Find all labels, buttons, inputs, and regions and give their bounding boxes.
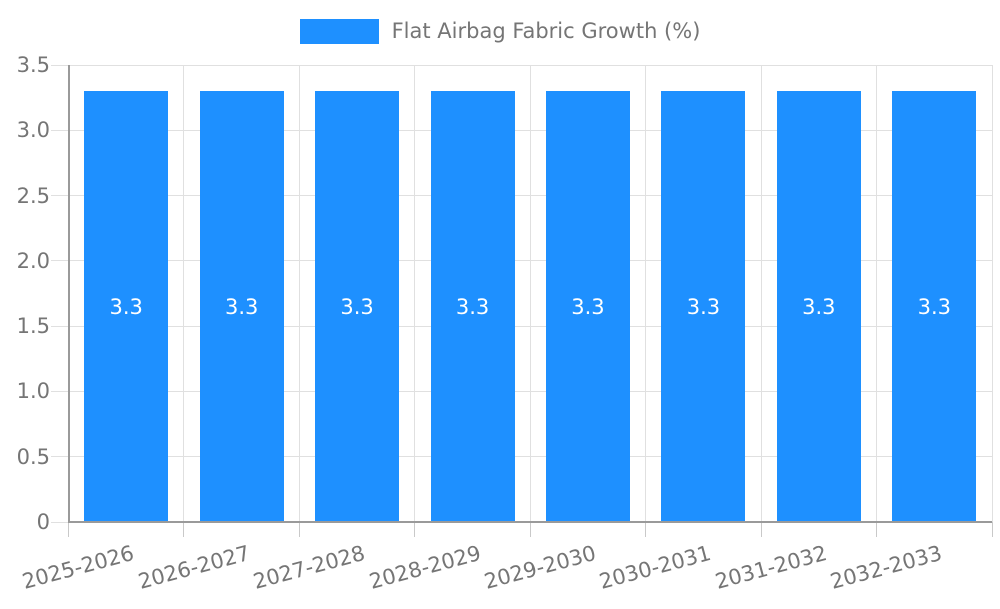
x-tick (760, 522, 762, 537)
x-gridline (298, 65, 300, 522)
bar[interactable] (661, 91, 746, 521)
bar[interactable] (315, 91, 400, 521)
legend-item[interactable]: Flat Airbag Fabric Growth (%) (0, 17, 1000, 45)
y-tick-label: 3.0 (16, 118, 50, 143)
y-tick-label: 1.0 (16, 379, 50, 404)
x-tick (529, 522, 531, 537)
x-tick (183, 522, 185, 537)
x-gridline (876, 65, 878, 522)
bar[interactable] (776, 91, 861, 521)
y-gridline (51, 64, 992, 66)
y-axis-line (67, 65, 70, 522)
bar-value-label: 3.3 (224, 294, 259, 319)
x-tick (645, 522, 647, 537)
y-tick-label: 0.5 (16, 444, 50, 469)
bar-value-label: 3.3 (686, 294, 721, 319)
bar-value-label: 3.3 (571, 294, 605, 319)
bar-value-label: 3.3 (340, 294, 374, 319)
x-gridline (183, 65, 185, 522)
y-tick-label: 2.0 (16, 248, 50, 273)
y-gridline (51, 260, 992, 262)
legend-swatch (299, 18, 379, 44)
bar-value-label: 3.3 (917, 294, 951, 319)
bar[interactable] (892, 91, 977, 521)
x-tick (876, 522, 878, 537)
x-axis-line (67, 521, 992, 523)
x-gridline (991, 65, 993, 522)
x-tick (414, 522, 416, 537)
y-gridline (51, 390, 992, 392)
bar[interactable] (545, 91, 630, 521)
bar-value-label: 3.3 (802, 294, 836, 319)
y-gridline (51, 325, 992, 327)
y-gridline (51, 129, 992, 131)
x-tick (991, 522, 993, 537)
y-tick (51, 521, 69, 523)
x-tick (298, 522, 300, 537)
x-gridline (414, 65, 416, 522)
y-tick-label: 0 (36, 510, 50, 534)
bar[interactable] (84, 91, 169, 521)
x-tick (68, 522, 69, 537)
y-gridline (51, 456, 992, 458)
bar[interactable] (430, 91, 515, 521)
y-gridline (51, 195, 992, 197)
bar-value-label: 3.3 (109, 294, 143, 319)
x-gridline (645, 65, 647, 522)
bar[interactable] (199, 91, 284, 521)
bar-value-label: 3.3 (455, 294, 490, 319)
y-tick-label: 3.5 (16, 53, 50, 77)
y-tick-label: 2.5 (16, 183, 50, 208)
legend-label: Flat Airbag Fabric Growth (%) (391, 19, 701, 43)
x-gridline (760, 65, 762, 522)
x-gridline (529, 65, 531, 522)
y-tick-label: 1.5 (16, 314, 50, 339)
